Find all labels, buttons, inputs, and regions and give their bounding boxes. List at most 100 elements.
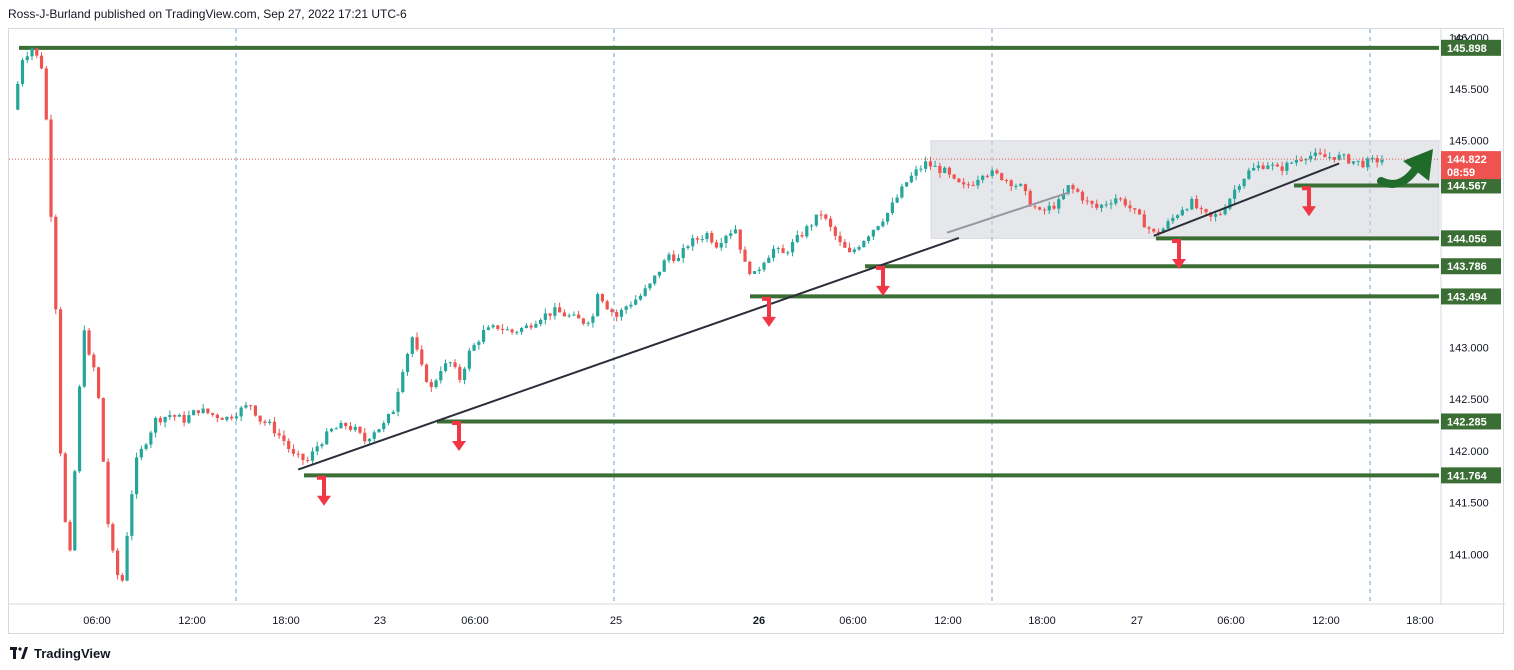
candle-body (1361, 160, 1365, 168)
candle-body (966, 184, 971, 186)
candle-body (947, 167, 952, 175)
candle-body (990, 170, 994, 176)
candle-body (1128, 205, 1132, 209)
candle-body (562, 312, 566, 317)
candle-body (814, 214, 818, 226)
candle-body (1342, 154, 1346, 156)
candle-body (847, 247, 852, 253)
candle-body (672, 254, 676, 262)
current-price-text: 144.822 (1447, 154, 1487, 166)
candle-body (691, 238, 695, 247)
candle-body (748, 261, 752, 274)
candle-body (125, 535, 129, 581)
arrow-shaft (1172, 238, 1181, 260)
axis-layer: JPY146.000145.500145.000143.000142.50014… (83, 32, 1489, 627)
candle-body (1133, 208, 1137, 210)
candle-body (472, 344, 476, 351)
candle-body (976, 179, 980, 186)
level-label-text: 145.898 (1447, 43, 1487, 55)
candle-body (1152, 228, 1156, 232)
candle-body (1309, 155, 1313, 160)
candle-body (586, 322, 590, 324)
candle-body (306, 460, 310, 462)
candle-body (458, 366, 462, 380)
candle-body (301, 453, 305, 461)
level-label-bg (1441, 39, 1501, 56)
arrow-head (876, 285, 890, 296)
candle-body (900, 186, 904, 198)
candle-body (1156, 231, 1161, 233)
candle-body (420, 349, 424, 365)
candle-body (1337, 155, 1341, 160)
candle-body (886, 212, 890, 222)
candle-body (496, 325, 500, 329)
candle-body (591, 316, 595, 323)
bar-countdown-text: 08:59 (1447, 167, 1475, 179)
candle-body (867, 236, 871, 242)
candle-body (1137, 209, 1142, 215)
candle-body (334, 428, 338, 430)
candle-body (600, 294, 605, 302)
x-tick-label: 18:00 (1028, 615, 1056, 627)
candle-body (1375, 157, 1379, 163)
candle-body (258, 415, 262, 422)
candle-body (838, 235, 842, 243)
tradingview-logo-icon[interactable] (10, 647, 28, 659)
candle-body (1085, 200, 1089, 202)
candle-body (790, 241, 795, 253)
candle-body (1247, 170, 1251, 179)
candle-body (1147, 227, 1151, 229)
candle-body (1019, 184, 1023, 186)
candle-body (1280, 166, 1284, 171)
y-tick-label: 143.000 (1449, 343, 1489, 355)
candle-body (1332, 157, 1337, 160)
candle-body (686, 246, 690, 249)
candle-body (1109, 203, 1113, 205)
levels-layer (19, 45, 1439, 478)
candle-body (653, 275, 657, 284)
candle-body (752, 271, 757, 274)
candle-body (914, 169, 918, 176)
brand-name[interactable]: TradingView (34, 645, 111, 661)
candle-body (1004, 180, 1009, 182)
level-label-text: 144.056 (1447, 233, 1487, 245)
candle-body (1190, 198, 1194, 210)
arrow-shaft (1302, 186, 1311, 208)
x-tick-label: 23 (374, 615, 386, 627)
arrows-layer (317, 149, 1433, 506)
candle-body (296, 453, 300, 455)
breakout-arrow-icon (1377, 149, 1433, 188)
candle-body (995, 170, 999, 174)
chart-pane[interactable]: JPY146.000145.500145.000143.000142.50014… (8, 28, 1505, 635)
candle-body (92, 354, 96, 368)
arrow-head (452, 440, 466, 451)
candle-body (44, 68, 48, 120)
level-label-bg (1441, 177, 1501, 194)
candle-body (809, 225, 814, 227)
candles-layer (16, 46, 1384, 582)
candle-body (96, 367, 101, 398)
candle-body (1380, 159, 1384, 163)
candle-body (558, 307, 562, 313)
arrow-head (1302, 206, 1316, 217)
candle-body (1347, 154, 1351, 164)
breakdown-arrow-icon (317, 475, 331, 506)
candle-body (429, 381, 433, 388)
candle-body (1099, 204, 1104, 208)
arrow-shaft (762, 296, 771, 318)
candle-body (662, 260, 666, 272)
candle-body (134, 457, 139, 495)
candle-body (952, 174, 956, 179)
x-tick-label: 25 (610, 615, 622, 627)
candle-body (981, 175, 985, 180)
candle-body (182, 414, 186, 423)
candle-body (320, 444, 324, 447)
candle-body (187, 415, 191, 423)
candle-body (1057, 199, 1061, 209)
arrow-head (1172, 258, 1186, 269)
candle-body (610, 309, 614, 313)
candle-body (643, 288, 647, 296)
price-chart[interactable]: JPY146.000145.500145.000143.000142.50014… (9, 29, 1505, 635)
arrow-head (317, 495, 331, 506)
candle-body (215, 414, 219, 419)
